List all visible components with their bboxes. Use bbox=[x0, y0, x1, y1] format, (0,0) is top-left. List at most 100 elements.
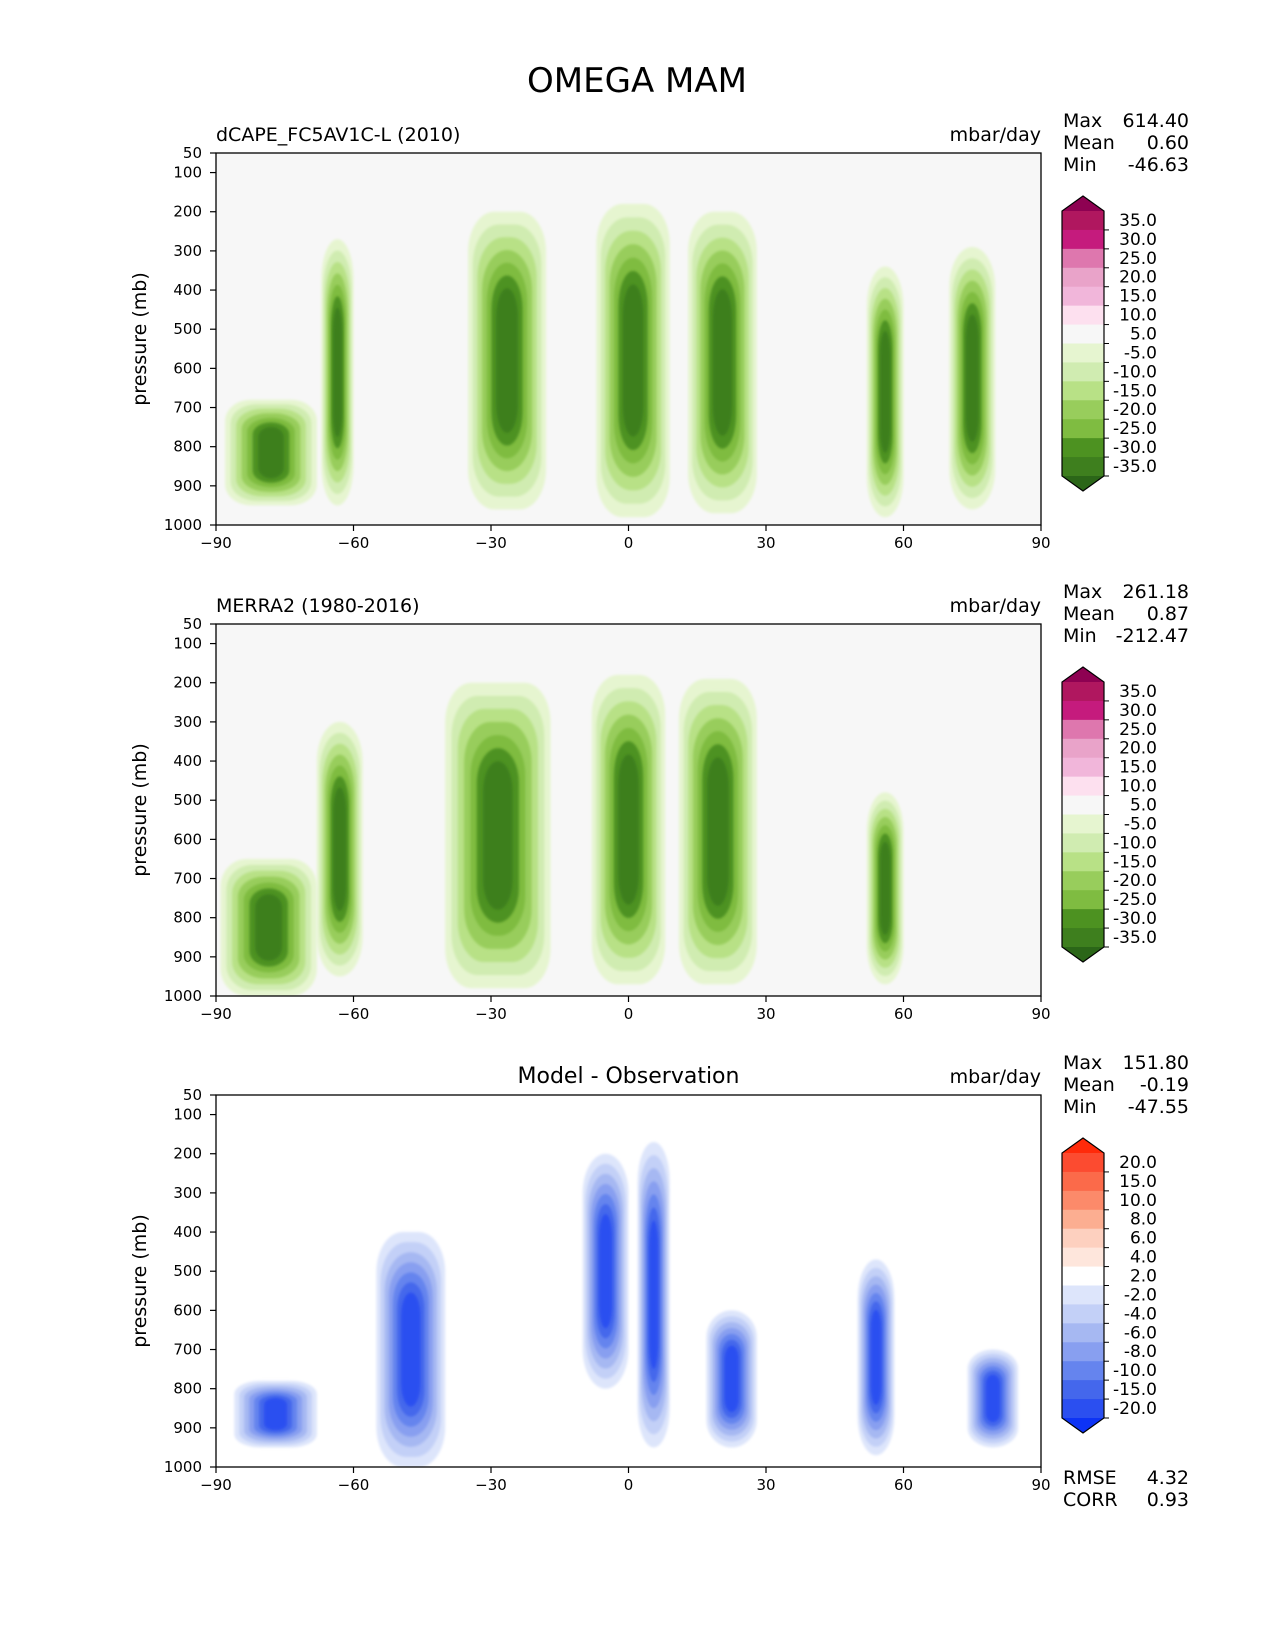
y-tick-label: 400 bbox=[173, 281, 202, 299]
contour-level bbox=[401, 1292, 421, 1407]
x-tick-label: 90 bbox=[1031, 1005, 1050, 1023]
colorbar-label: 20.0 bbox=[1119, 739, 1157, 759]
contour-level bbox=[599, 1214, 612, 1329]
y-tick-label: 600 bbox=[173, 1301, 202, 1319]
colorbar-segment bbox=[1062, 1304, 1104, 1324]
feature-blue-1 bbox=[637, 1141, 670, 1448]
colorbar-bottom-cap bbox=[1062, 476, 1104, 491]
colorbar-segment bbox=[1062, 457, 1104, 477]
x-tick-label: −30 bbox=[475, 1005, 507, 1023]
colorbar-segment bbox=[1062, 928, 1104, 948]
y-tick-label: 50 bbox=[183, 615, 202, 633]
contour-level bbox=[649, 1220, 659, 1369]
contour-level bbox=[880, 841, 891, 935]
contour-level bbox=[724, 1345, 739, 1413]
colorbar-label: -20.0 bbox=[1113, 871, 1157, 891]
y-tick-label: 800 bbox=[173, 1380, 202, 1398]
colorbar-label: 20.0 bbox=[1119, 1153, 1157, 1173]
feature-magenta-6 bbox=[220, 858, 317, 996]
units-label: mbar/day bbox=[950, 1066, 1041, 1088]
contour-level bbox=[496, 288, 518, 433]
stat-value: 151.80 bbox=[1123, 1052, 1189, 1074]
colorbar-segment bbox=[1062, 871, 1104, 891]
stat-value: 261.18 bbox=[1123, 581, 1189, 603]
panel-title: dCAPE_FC5AV1C-L (2010) bbox=[216, 124, 460, 146]
feature-red-3 bbox=[706, 1310, 757, 1448]
colorbar-segment bbox=[1062, 267, 1104, 288]
colorbar-label: 4.0 bbox=[1130, 1248, 1157, 1268]
y-tick-label: 600 bbox=[173, 830, 202, 848]
colorbar-segment bbox=[1062, 1380, 1104, 1400]
colorbar-segment bbox=[1062, 305, 1104, 326]
colorbar-label: 15.0 bbox=[1119, 758, 1157, 778]
colorbar-label: -35.0 bbox=[1113, 928, 1157, 948]
y-tick-label: 900 bbox=[173, 948, 202, 966]
x-tick-label: −90 bbox=[200, 1005, 232, 1023]
stat-label: Max bbox=[1063, 1052, 1102, 1074]
x-tick-label: 0 bbox=[624, 1005, 634, 1023]
colorbar-segment bbox=[1062, 1171, 1104, 1192]
feature-red-5 bbox=[234, 1380, 317, 1448]
feature-green-5 bbox=[866, 266, 904, 518]
x-tick-label: −60 bbox=[338, 1005, 370, 1023]
x-tick-label: 60 bbox=[894, 1476, 913, 1494]
colorbar-segment bbox=[1062, 1209, 1104, 1230]
contour-level bbox=[622, 284, 644, 437]
contour-level bbox=[618, 754, 639, 905]
stat-label: Min bbox=[1063, 1096, 1097, 1118]
stat-value: 614.40 bbox=[1123, 110, 1189, 132]
stat-value: 0.60 bbox=[1147, 132, 1189, 154]
y-tick-label: 100 bbox=[173, 1106, 202, 1124]
y-tick-label: 900 bbox=[173, 477, 202, 495]
x-tick-label: 0 bbox=[624, 534, 634, 552]
feature-magenta-7 bbox=[225, 399, 317, 506]
colorbar-segment bbox=[1062, 1361, 1104, 1381]
y-tick-label: 600 bbox=[173, 359, 202, 377]
stat-label: Mean bbox=[1063, 132, 1115, 154]
contour-level bbox=[483, 761, 513, 910]
colorbar-label: 10.0 bbox=[1119, 1191, 1157, 1211]
x-tick-label: 0 bbox=[624, 1476, 634, 1494]
colorbar-bottom-cap bbox=[1062, 947, 1104, 962]
colorbar-segment bbox=[1062, 719, 1104, 740]
colorbar-segment bbox=[1062, 682, 1104, 702]
panel-center-title: Model - Observation bbox=[518, 1064, 740, 1089]
footer-stat-label: RMSE bbox=[1063, 1467, 1117, 1489]
x-tick-label: 60 bbox=[894, 534, 913, 552]
y-tick-label: 200 bbox=[173, 674, 202, 692]
x-tick-label: 60 bbox=[894, 1005, 913, 1023]
y-tick-label: 100 bbox=[173, 635, 202, 653]
colorbar-segment bbox=[1062, 833, 1104, 853]
y-tick-label: 200 bbox=[173, 203, 202, 221]
contour-field bbox=[225, 203, 996, 518]
y-tick-label: 400 bbox=[173, 1223, 202, 1241]
colorbar-segment bbox=[1062, 286, 1104, 307]
colorbar-segment bbox=[1062, 1285, 1104, 1305]
y-tick-label: 500 bbox=[173, 791, 202, 809]
y-tick-label: 1000 bbox=[164, 987, 202, 1005]
colorbar-segment bbox=[1062, 700, 1104, 721]
contour-level bbox=[264, 1397, 288, 1431]
colorbar-label: -35.0 bbox=[1113, 457, 1157, 477]
colorbar-label: 6.0 bbox=[1130, 1229, 1157, 1249]
y-tick-label: 50 bbox=[183, 144, 202, 162]
stat-value: -46.63 bbox=[1128, 154, 1189, 176]
colorbar-label: -15.0 bbox=[1113, 1380, 1157, 1400]
x-tick-label: 30 bbox=[756, 1005, 775, 1023]
colorbar-segment bbox=[1062, 381, 1104, 401]
stat-label: Min bbox=[1063, 154, 1097, 176]
y-tick-label: 100 bbox=[173, 164, 202, 182]
feature-pink-6 bbox=[949, 246, 996, 510]
colorbar: 20.015.010.08.06.04.02.0-2.0-4.0-6.0-8.0… bbox=[1061, 1137, 1157, 1434]
x-tick-label: −30 bbox=[475, 1476, 507, 1494]
units-label: mbar/day bbox=[950, 124, 1041, 146]
y-tick-label: 800 bbox=[173, 438, 202, 456]
y-tick-label: 300 bbox=[173, 713, 202, 731]
colorbar-bottom-cap bbox=[1062, 1418, 1104, 1433]
colorbar-outline bbox=[1061, 195, 1105, 492]
colorbar-label: -30.0 bbox=[1113, 909, 1157, 929]
panel-2: −90 −60 −30 0 30 60 90 50 100 200 300 400 500 600 700 8… bbox=[129, 581, 1189, 1023]
colorbar-label: 5.0 bbox=[1130, 796, 1157, 816]
colorbar-segment bbox=[1062, 248, 1104, 269]
